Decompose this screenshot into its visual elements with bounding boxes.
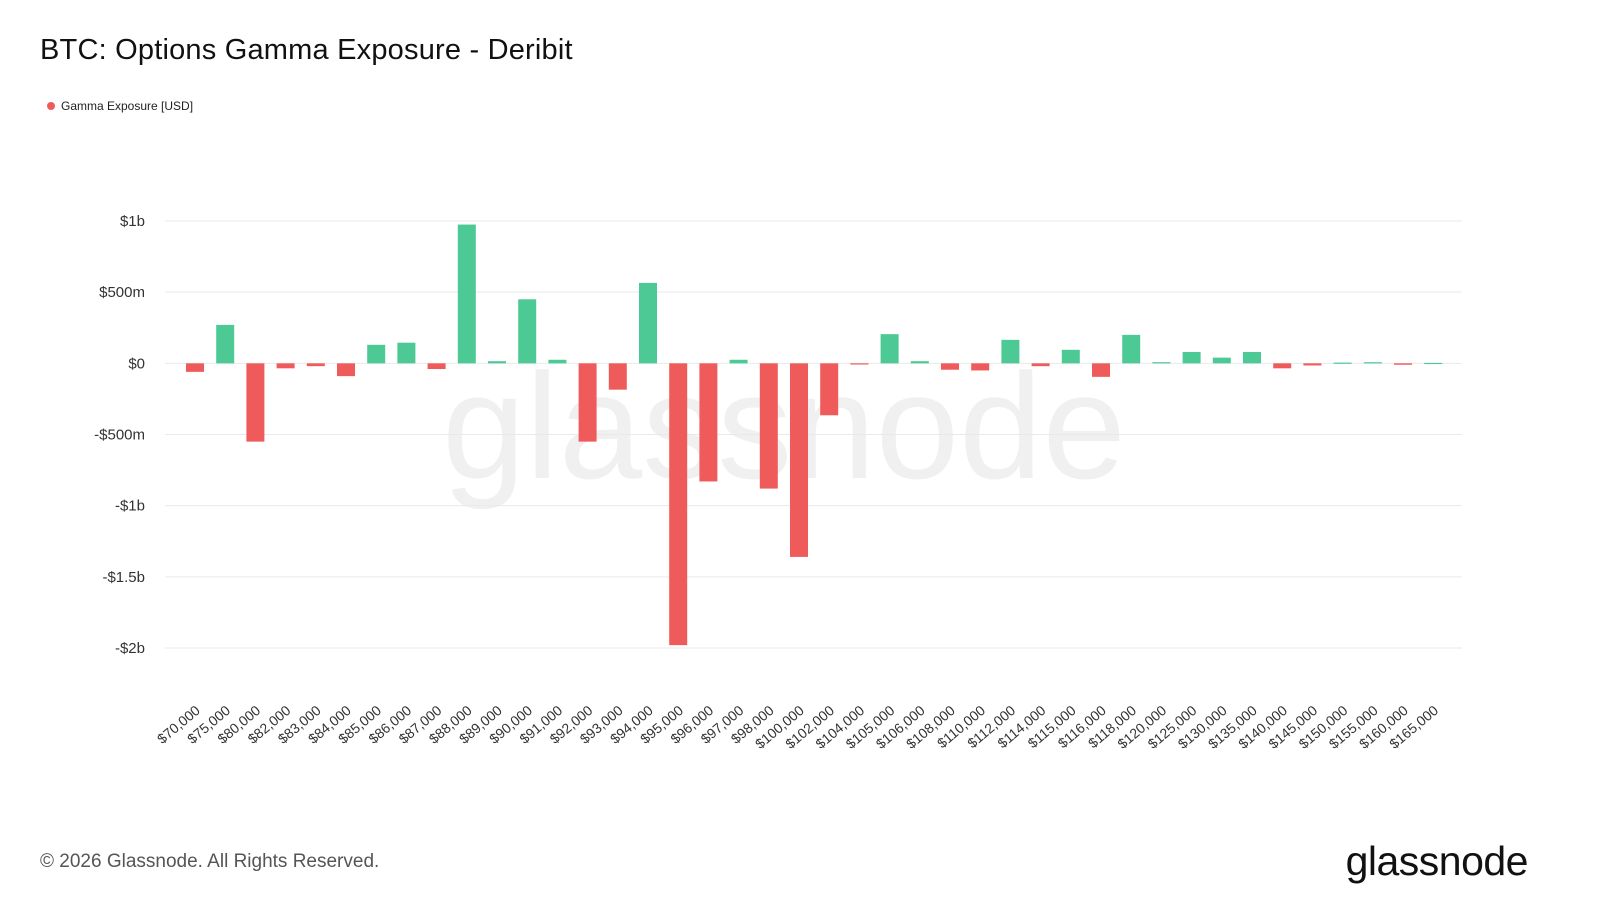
bar-98000[interactable] <box>759 363 778 489</box>
bar-125000[interactable] <box>1182 351 1201 364</box>
y-axis-ticks: $1b $500m $0 -$500m -$1b -$1.5b -$2b <box>94 213 145 657</box>
bar-83000[interactable] <box>306 363 325 367</box>
y-tick-label: $0 <box>128 355 145 372</box>
bar-96000[interactable] <box>699 363 718 482</box>
legend[interactable]: Gamma Exposure [USD] <box>47 99 193 113</box>
bar-155000[interactable] <box>1363 362 1382 364</box>
bar-106000[interactable] <box>910 361 929 364</box>
bar-160000[interactable] <box>1394 363 1412 365</box>
bar-150000[interactable] <box>1333 362 1352 364</box>
bars <box>186 224 1443 646</box>
bar-85000[interactable] <box>367 344 386 364</box>
y-tick-label: -$500m <box>94 427 145 444</box>
y-tick-label: -$1.5b <box>102 569 145 586</box>
legend-marker <box>47 102 55 110</box>
y-tick-label: -$1b <box>115 498 145 515</box>
bar-108000[interactable] <box>941 363 959 370</box>
y-tick-label: $1b <box>120 213 145 230</box>
bar-145000[interactable] <box>1303 363 1322 366</box>
x-axis-ticks: $70,000$75,000$80,000$82,000$83,000$84,0… <box>154 702 1441 752</box>
bar-93000[interactable] <box>608 363 627 390</box>
bar-97000[interactable] <box>729 359 748 364</box>
legend-label: Gamma Exposure [USD] <box>61 99 194 113</box>
bar-102000[interactable] <box>820 363 839 416</box>
bar-91000[interactable] <box>548 359 567 364</box>
bar-165000[interactable] <box>1424 362 1443 365</box>
bar-90000[interactable] <box>518 299 537 364</box>
bar-84000[interactable] <box>337 363 355 377</box>
bar-120000[interactable] <box>1152 362 1171 364</box>
bar-135000[interactable] <box>1243 351 1261 364</box>
y-tick-label: $500m <box>99 284 145 301</box>
bar-95000[interactable] <box>669 363 688 646</box>
gamma-exposure-chart: glassnode $1b $500m $0 -$500m -$1b -$1.5b -$2b… <box>94 213 1462 752</box>
bar-70000[interactable] <box>186 363 204 372</box>
bar-80000[interactable] <box>246 363 265 442</box>
bar-110000[interactable] <box>971 363 990 371</box>
bar-87000[interactable] <box>427 363 446 370</box>
glassnode-logo: glassnode <box>1345 838 1529 884</box>
bar-112000[interactable] <box>1001 339 1020 364</box>
bar-94000[interactable] <box>639 282 657 364</box>
bar-140000[interactable] <box>1273 363 1292 369</box>
bar-92000[interactable] <box>578 363 597 442</box>
grid-lines <box>165 220 1462 649</box>
bar-104000[interactable] <box>850 363 869 365</box>
chart-title: BTC: Options Gamma Exposure - Deribit <box>40 34 573 66</box>
bar-105000[interactable] <box>880 334 899 364</box>
bar-130000[interactable] <box>1212 357 1231 364</box>
bar-118000[interactable] <box>1122 334 1141 364</box>
bar-116000[interactable] <box>1092 363 1110 377</box>
bar-82000[interactable] <box>276 363 295 369</box>
bar-88000[interactable] <box>457 224 476 364</box>
bar-89000[interactable] <box>488 361 506 364</box>
bar-75000[interactable] <box>216 324 235 364</box>
bar-115000[interactable] <box>1061 349 1080 364</box>
y-tick-label: -$2b <box>115 640 145 657</box>
watermark: glassnode <box>442 342 1126 510</box>
copyright-footer: © 2026 Glassnode. All Rights Reserved. <box>40 851 380 872</box>
bar-86000[interactable] <box>397 342 416 364</box>
bar-100000[interactable] <box>790 363 808 557</box>
bar-114000[interactable] <box>1031 363 1050 367</box>
